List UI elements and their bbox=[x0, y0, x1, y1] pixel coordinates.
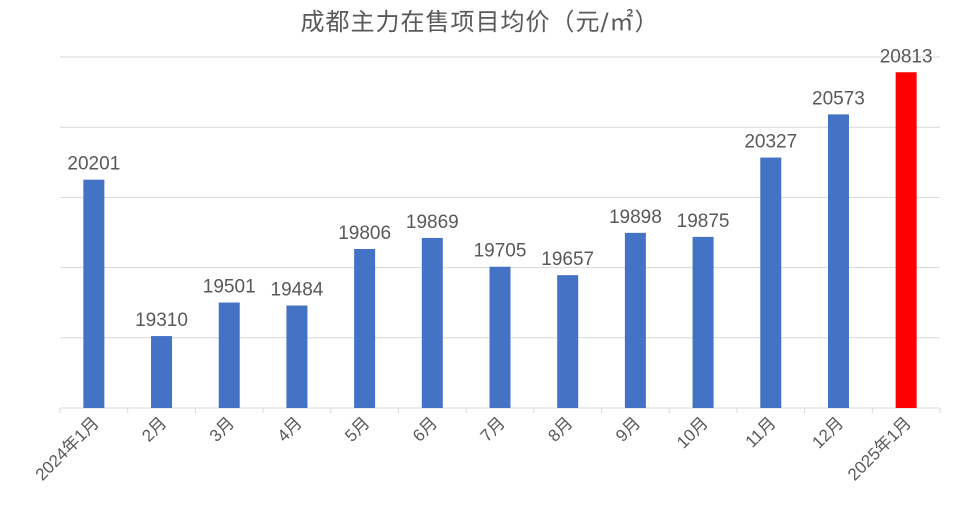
bar bbox=[83, 179, 105, 408]
data-label: 20201 bbox=[67, 154, 120, 175]
bar bbox=[760, 157, 782, 408]
x-tick-label: 8月 bbox=[544, 413, 576, 445]
bar bbox=[151, 336, 173, 408]
bar bbox=[286, 305, 308, 408]
x-tick-label: 10月 bbox=[673, 413, 712, 452]
data-label: 19898 bbox=[609, 207, 662, 228]
x-tick-label: 12月 bbox=[808, 413, 847, 452]
bar bbox=[218, 302, 240, 408]
x-tick-label: 11月 bbox=[742, 413, 780, 451]
data-label: 19484 bbox=[271, 280, 324, 301]
data-label: 19657 bbox=[541, 249, 594, 270]
x-tick-label: 5月 bbox=[341, 413, 373, 445]
x-tick-label: 2024年1月 bbox=[32, 413, 103, 484]
data-label: 19501 bbox=[203, 277, 256, 298]
x-tick-label: 7月 bbox=[477, 413, 509, 445]
bar bbox=[557, 275, 579, 408]
bar bbox=[489, 266, 511, 408]
data-label: 19310 bbox=[135, 310, 188, 331]
x-tick-label: 6月 bbox=[409, 413, 441, 445]
data-label: 19875 bbox=[677, 211, 730, 232]
bar bbox=[827, 114, 849, 409]
bar bbox=[421, 237, 443, 408]
x-tick-label: 3月 bbox=[206, 413, 238, 445]
data-label: 20327 bbox=[744, 132, 797, 153]
data-label: 20813 bbox=[880, 46, 933, 67]
bar bbox=[624, 232, 646, 408]
x-tick-label: 4月 bbox=[274, 413, 306, 445]
data-label: 19806 bbox=[338, 223, 391, 244]
bar bbox=[692, 236, 714, 408]
bar bbox=[354, 248, 376, 408]
x-tick-label: 2月 bbox=[138, 413, 170, 445]
data-label: 19869 bbox=[406, 212, 459, 233]
data-label: 20573 bbox=[812, 88, 865, 109]
chart-title: 成都主力在售项目均价（元/㎡） bbox=[300, 8, 660, 36]
data-label: 19705 bbox=[474, 241, 527, 262]
bar-highlight bbox=[895, 72, 917, 409]
x-tick-label: 2025年1月 bbox=[844, 413, 915, 484]
x-tick-label: 9月 bbox=[612, 413, 644, 445]
